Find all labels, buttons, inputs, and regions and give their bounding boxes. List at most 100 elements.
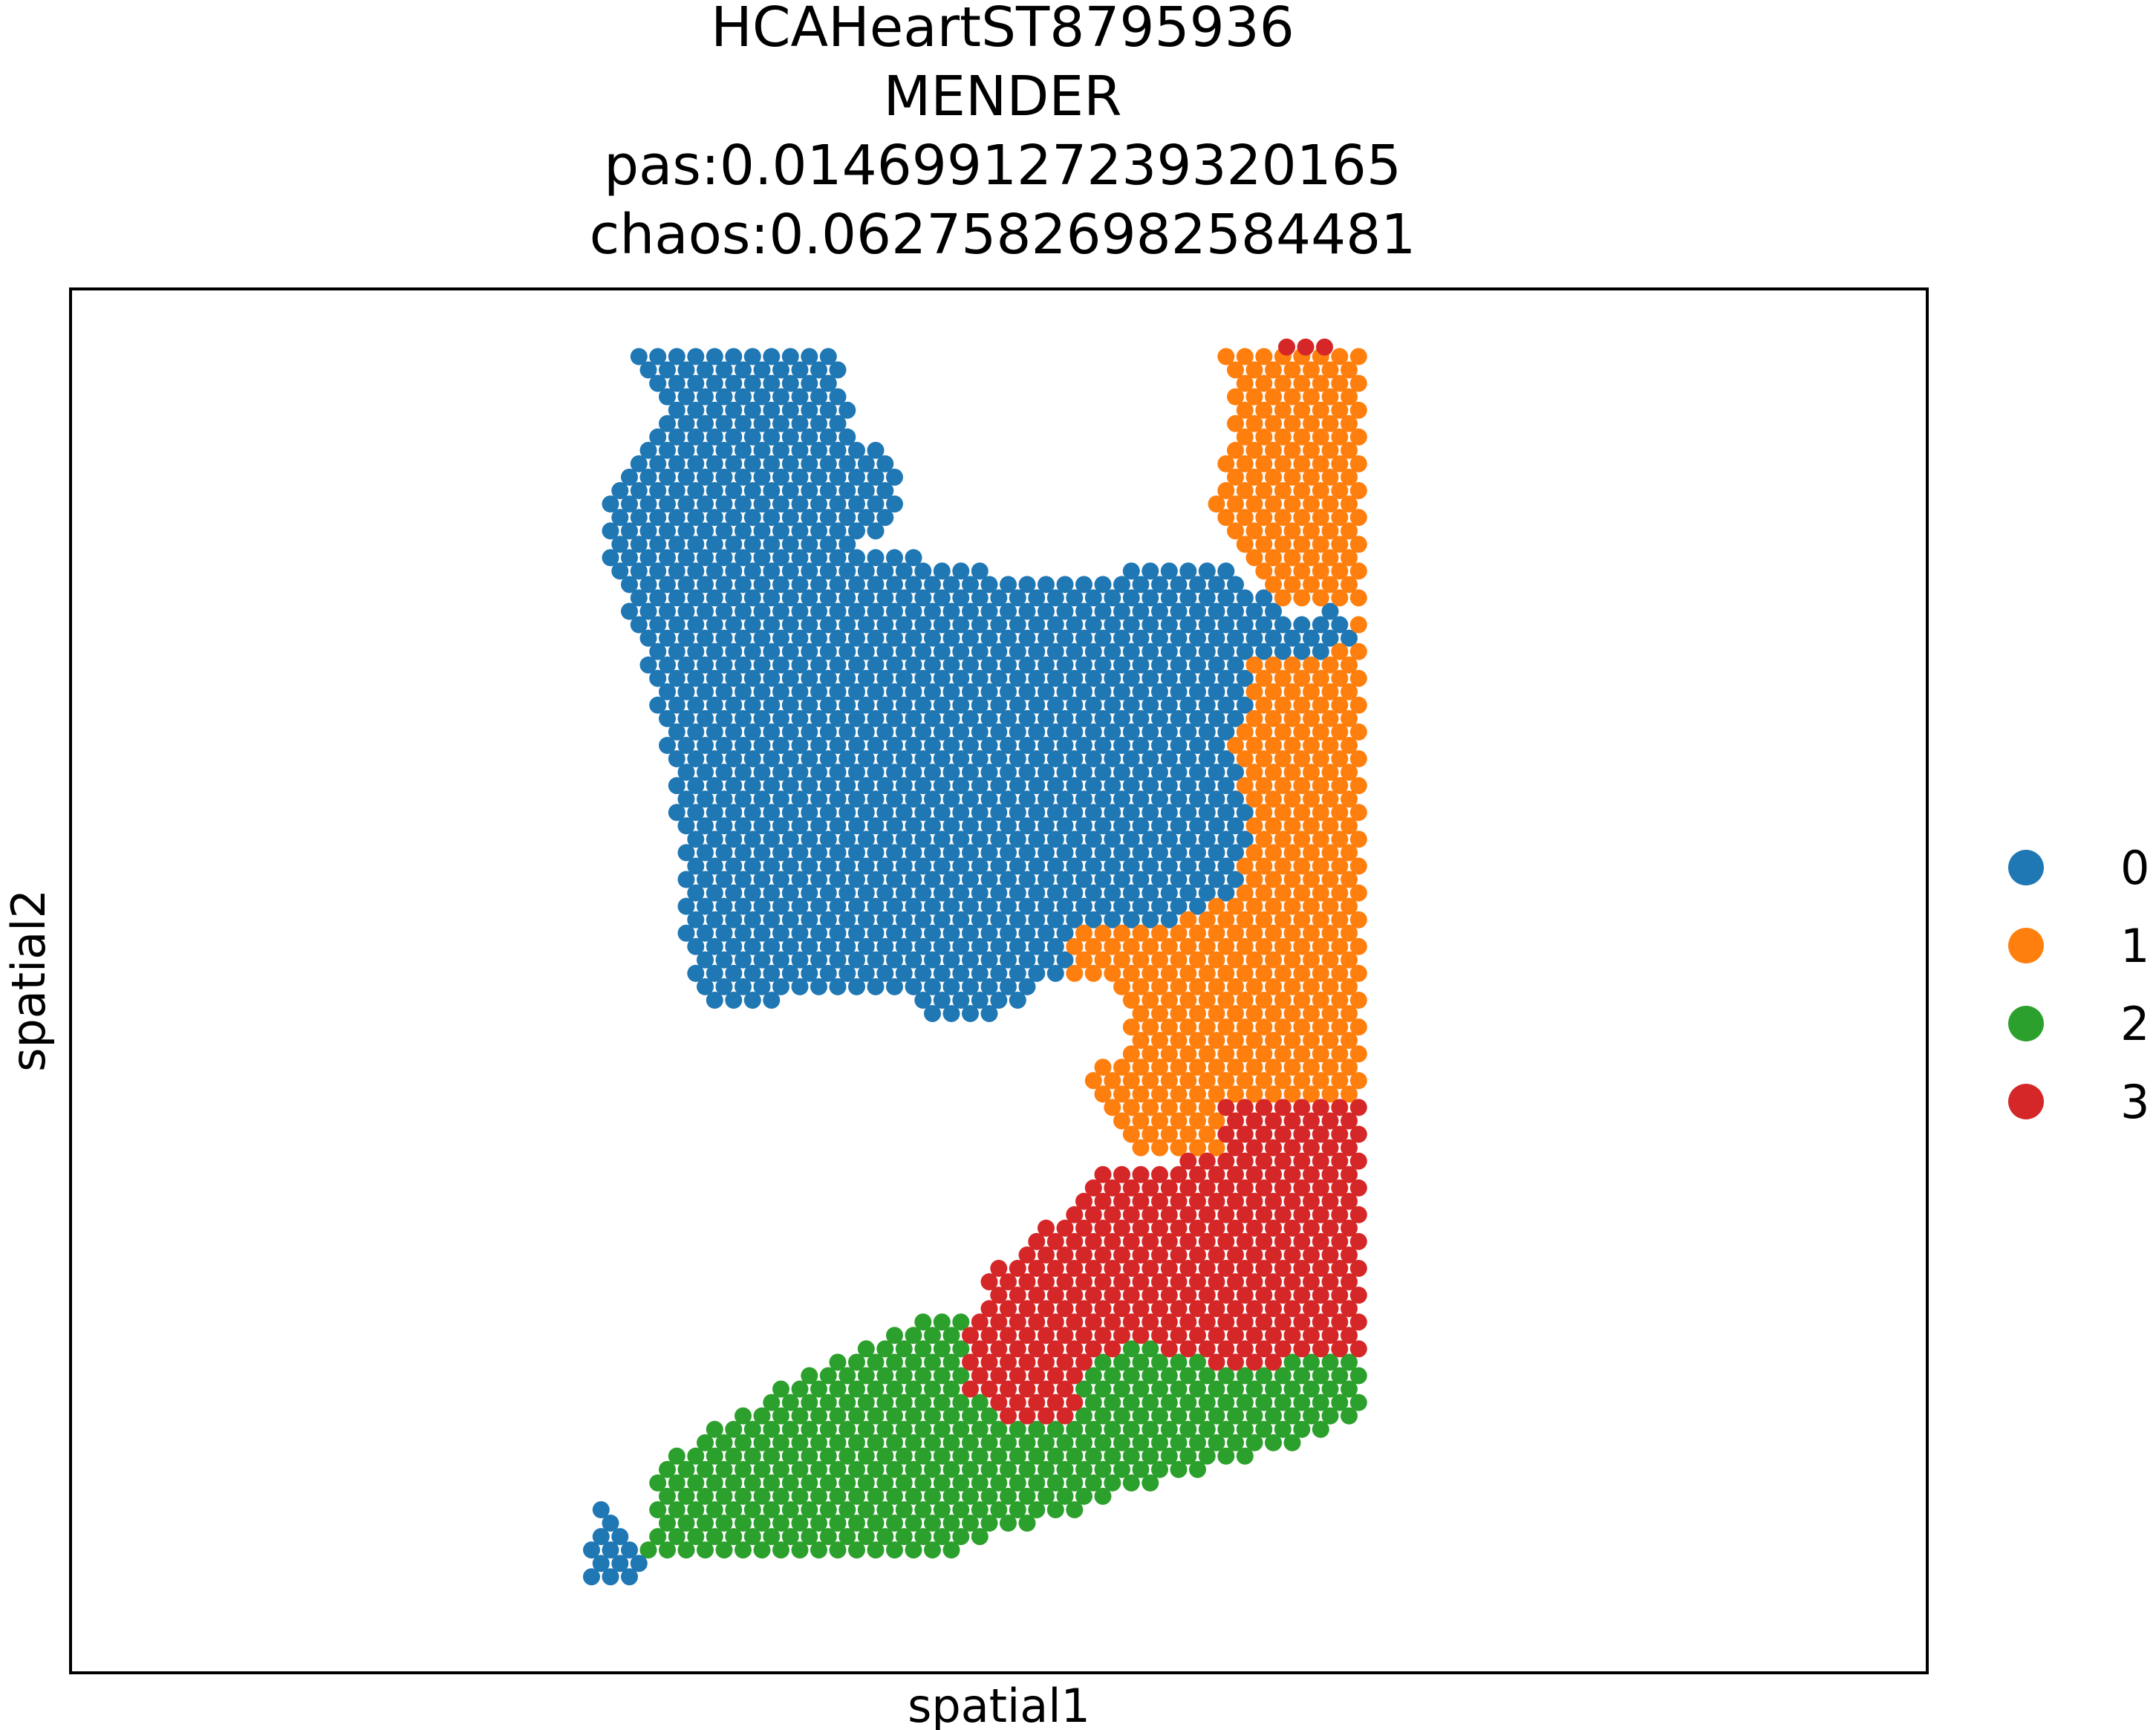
spot-cluster-1 xyxy=(1349,669,1367,687)
spot-cluster-2 xyxy=(1151,1380,1168,1398)
spot-cluster-0 xyxy=(735,602,752,620)
spot-cluster-2 xyxy=(1341,1407,1358,1425)
spot-cluster-1 xyxy=(1151,1085,1168,1103)
spot-cluster-0 xyxy=(763,589,781,607)
spot-cluster-0 xyxy=(1113,576,1130,594)
spot-cluster-0 xyxy=(952,830,970,848)
spot-cluster-0 xyxy=(781,937,799,955)
spot-cluster-3 xyxy=(1028,1287,1046,1304)
spot-cluster-1 xyxy=(1341,522,1358,540)
spot-cluster-1 xyxy=(1293,562,1311,580)
spot-cluster-0 xyxy=(715,656,733,674)
spot-cluster-2 xyxy=(905,1541,922,1559)
spot-cluster-3 xyxy=(1331,1152,1349,1170)
spot-cluster-3 xyxy=(1341,1219,1358,1237)
spot-cluster-0 xyxy=(697,388,714,406)
spot-cluster-1 xyxy=(1349,1072,1367,1090)
spot-cluster-0 xyxy=(924,737,941,754)
spot-cluster-0 xyxy=(801,964,818,982)
spot-cluster-2 xyxy=(848,1407,865,1425)
spot-cluster-1 xyxy=(1198,992,1216,1009)
spot-cluster-0 xyxy=(1132,817,1150,835)
spot-cluster-0 xyxy=(1160,616,1178,634)
spot-cluster-0 xyxy=(829,388,847,406)
spot-cluster-0 xyxy=(1056,683,1074,700)
spot-cluster-1 xyxy=(1283,951,1301,969)
spot-cluster-0 xyxy=(772,764,789,781)
spot-cluster-0 xyxy=(1141,616,1159,634)
spot-cluster-0 xyxy=(971,562,989,580)
spot-cluster-0 xyxy=(867,817,885,835)
spot-cluster-0 xyxy=(1104,857,1121,875)
spot-cluster-0 xyxy=(1198,830,1216,848)
spot-cluster-1 xyxy=(1227,951,1244,969)
spot-cluster-2 xyxy=(801,1394,818,1411)
spot-cluster-0 xyxy=(838,723,856,741)
spot-cluster-0 xyxy=(1000,709,1017,727)
spot-cluster-0 xyxy=(876,643,894,660)
spot-cluster-1 xyxy=(1265,414,1282,432)
spot-cluster-0 xyxy=(753,844,771,862)
spot-cluster-0 xyxy=(1217,750,1235,767)
spot-cluster-2 xyxy=(1028,1501,1046,1518)
spot-cluster-0 xyxy=(1217,884,1235,902)
spot-cluster-1 xyxy=(1217,1072,1235,1090)
spot-cluster-0 xyxy=(725,509,743,527)
spot-cluster-3 xyxy=(1132,1165,1150,1183)
spot-cluster-0 xyxy=(1084,777,1102,795)
spot-cluster-2 xyxy=(715,1487,733,1505)
spot-cluster-3 xyxy=(1278,338,1295,356)
spot-cluster-0 xyxy=(715,414,733,432)
spot-cluster-0 xyxy=(933,750,951,767)
spot-cluster-0 xyxy=(848,709,865,727)
spot-cluster-3 xyxy=(1094,1246,1112,1264)
spot-cluster-0 xyxy=(1236,804,1254,822)
spot-cluster-0 xyxy=(1122,616,1140,634)
spot-cluster-2 xyxy=(933,1340,951,1358)
spot-cluster-0 xyxy=(1141,857,1159,875)
spot-cluster-3 xyxy=(1255,1152,1273,1170)
spot-cluster-1 xyxy=(1141,937,1159,955)
spot-cluster-2 xyxy=(1141,1420,1159,1438)
spot-cluster-2 xyxy=(772,1460,789,1478)
spot-cluster-0 xyxy=(1038,897,1055,915)
spot-cluster-0 xyxy=(772,951,789,969)
spot-cluster-1 xyxy=(1265,709,1282,727)
spot-cluster-0 xyxy=(706,750,723,767)
spot-cluster-3 xyxy=(1283,1192,1301,1210)
spot-cluster-1 xyxy=(1265,683,1282,700)
spot-cluster-0 xyxy=(677,629,695,647)
spot-cluster-3 xyxy=(1283,1112,1301,1130)
spot-cluster-0 xyxy=(1321,629,1339,647)
spot-cluster-0 xyxy=(706,777,723,795)
spot-cluster-0 xyxy=(743,509,761,527)
spot-cluster-2 xyxy=(990,1420,1008,1438)
spot-cluster-2 xyxy=(1066,1420,1084,1438)
spot-cluster-0 xyxy=(801,482,818,499)
spot-cluster-0 xyxy=(1046,884,1064,902)
spot-cluster-0 xyxy=(1189,683,1206,700)
spot-cluster-3 xyxy=(1179,1287,1197,1304)
spot-cluster-0 xyxy=(1075,764,1092,781)
spot-cluster-1 xyxy=(1227,978,1244,995)
spot-cluster-2 xyxy=(829,1353,847,1371)
spot-cluster-1 xyxy=(1293,669,1311,687)
spot-cluster-3 xyxy=(1160,1232,1178,1250)
spot-cluster-3 xyxy=(1179,1260,1197,1277)
spot-cluster-1 xyxy=(1349,616,1367,634)
spot-cluster-3 xyxy=(1227,1192,1244,1210)
spot-cluster-3 xyxy=(1274,1099,1292,1116)
spot-cluster-1 xyxy=(1255,455,1273,472)
spot-cluster-1 xyxy=(1293,1018,1311,1036)
spot-cluster-1 xyxy=(1160,992,1178,1009)
spot-cluster-0 xyxy=(1056,844,1074,862)
spot-cluster-0 xyxy=(687,643,705,660)
spot-cluster-2 xyxy=(962,1487,979,1505)
spot-cluster-0 xyxy=(876,696,894,714)
spot-cluster-3 xyxy=(1255,1206,1273,1223)
spot-cluster-0 xyxy=(1046,696,1064,714)
spot-cluster-0 xyxy=(706,937,723,955)
spot-cluster-2 xyxy=(1038,1487,1055,1505)
spot-cluster-3 xyxy=(1018,1273,1036,1291)
spot-cluster-2 xyxy=(1255,1420,1273,1438)
